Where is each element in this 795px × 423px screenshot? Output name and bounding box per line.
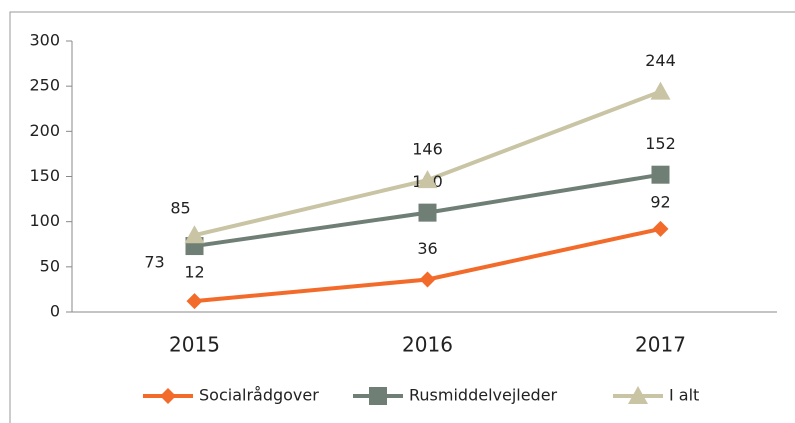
data-label: 36 (417, 239, 437, 258)
point (651, 165, 670, 184)
point (650, 81, 671, 100)
data-label: 244 (645, 51, 676, 70)
y-tick-label: 0 (50, 302, 60, 321)
data-label: 152 (645, 134, 676, 153)
y-tick-label: 100 (29, 211, 60, 230)
x-tick-label: 2017 (635, 333, 686, 357)
data-label: 146 (412, 140, 443, 159)
point (369, 387, 387, 405)
point (160, 388, 176, 404)
point (417, 170, 438, 189)
data-label: 73 (144, 253, 164, 272)
legend-label: Socialrådgover (199, 386, 319, 405)
point (186, 293, 203, 310)
chart-frame (9, 11, 795, 423)
point (418, 203, 437, 222)
y-tick-label: 50 (40, 256, 60, 275)
x-tick-label: 2015 (169, 333, 220, 357)
y-tick-label: 200 (29, 121, 60, 140)
legend-label: Rusmiddelvejleder (409, 386, 558, 405)
y-tick-label: 250 (29, 76, 60, 95)
x-tick-label: 2016 (402, 333, 453, 357)
y-tick-label: 150 (29, 166, 60, 185)
point (628, 386, 648, 404)
data-label: 92 (650, 192, 670, 211)
data-label: 85 (170, 199, 190, 218)
legend-label: I alt (669, 386, 699, 405)
data-label: 12 (184, 263, 204, 282)
point (419, 271, 436, 288)
point (652, 220, 669, 237)
point (184, 225, 205, 244)
y-tick-label: 300 (29, 31, 60, 50)
